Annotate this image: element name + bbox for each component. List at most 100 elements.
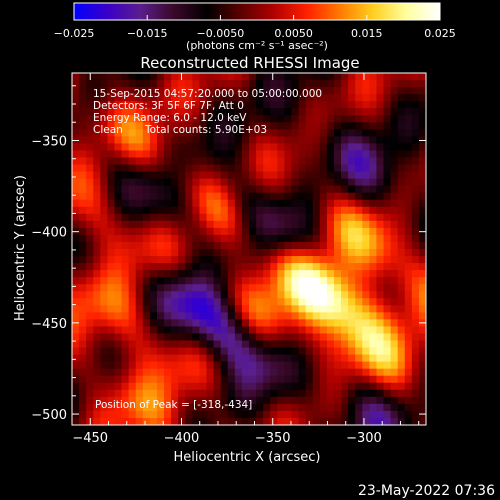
heatmap-cell — [369, 340, 378, 349]
heatmap-cell — [86, 101, 94, 109]
heatmap-cell — [199, 122, 208, 130]
heatmap-cell — [171, 354, 179, 363]
heatmap-cell — [270, 73, 278, 81]
heatmap-cell — [397, 178, 406, 187]
heatmap-cell — [93, 157, 101, 166]
heatmap-cell — [312, 361, 321, 370]
heatmap-cell — [199, 227, 208, 236]
heatmap-cell — [284, 417, 293, 425]
heatmap-cell — [256, 305, 264, 313]
heatmap-cell — [149, 270, 158, 278]
heatmap-cell — [284, 101, 293, 109]
heatmap-cell — [369, 129, 378, 137]
heatmap-cell — [256, 312, 264, 320]
heatmap-cell — [178, 375, 186, 384]
heatmap-cell — [114, 256, 123, 264]
heatmap-cell — [220, 340, 229, 349]
heatmap-cell — [383, 256, 392, 264]
heatmap-cell — [164, 396, 172, 405]
heatmap-cell — [121, 368, 130, 377]
heatmap-cell — [135, 199, 144, 208]
heatmap-cell — [397, 192, 406, 201]
heatmap-cell — [291, 403, 300, 412]
heatmap-cell — [376, 263, 385, 271]
heatmap-cell — [149, 192, 158, 201]
heatmap-cell — [256, 256, 264, 264]
heatmap-cell — [178, 234, 186, 243]
heatmap-cell — [404, 256, 413, 264]
heatmap-cell — [270, 256, 278, 264]
heatmap-cell — [199, 354, 208, 363]
heatmap-cell — [86, 305, 94, 313]
heatmap-cell — [362, 298, 370, 306]
heatmap-cell — [333, 249, 342, 257]
heatmap-cell — [192, 171, 201, 180]
heatmap-cell — [149, 396, 158, 405]
heatmap-cell — [185, 164, 193, 173]
x-tick-label: −450 — [72, 431, 108, 446]
heatmap-cell — [305, 284, 314, 292]
heatmap-cell — [256, 326, 264, 335]
heatmap-cell — [220, 396, 229, 405]
heatmap-cell — [383, 94, 392, 102]
heatmap-cell — [199, 206, 208, 215]
heatmap-cell — [411, 263, 420, 271]
heatmap-cell — [171, 94, 179, 102]
heatmap-cell — [383, 389, 392, 398]
heatmap-cell — [341, 164, 349, 173]
heatmap-cell — [277, 157, 285, 166]
heatmap-cell — [383, 178, 392, 187]
heatmap-cell — [199, 368, 208, 377]
heatmap-cell — [227, 284, 236, 292]
heatmap-cell — [362, 417, 370, 425]
heatmap-cell — [312, 312, 321, 320]
heatmap-cell — [383, 115, 392, 123]
heatmap-cell — [397, 164, 406, 173]
heatmap-cell — [72, 185, 80, 194]
heatmap-cell — [142, 108, 151, 116]
heatmap-cell — [213, 171, 222, 180]
heatmap-cell — [326, 403, 335, 412]
heatmap-cell — [291, 284, 300, 292]
heatmap-cell — [241, 270, 250, 278]
heatmap-cell — [376, 347, 385, 356]
heatmap-cell — [206, 312, 215, 320]
heatmap-cell — [156, 361, 165, 370]
heatmap-cell — [100, 122, 108, 130]
heatmap-cell — [241, 171, 250, 180]
heatmap-cell — [362, 354, 370, 363]
heatmap-cell — [178, 340, 186, 349]
heatmap-cell — [312, 150, 321, 159]
heatmap-cell — [326, 417, 335, 425]
heatmap-cell — [128, 256, 137, 264]
heatmap-cell — [270, 178, 278, 187]
heatmap-cell — [164, 234, 172, 243]
heatmap-cell — [284, 340, 293, 349]
heatmap-cell — [383, 382, 392, 391]
heatmap-cell — [312, 227, 321, 236]
heatmap-cell — [355, 298, 363, 306]
heatmap-cell — [404, 94, 413, 102]
heatmap-cell — [79, 129, 87, 137]
heatmap-cell — [284, 410, 293, 419]
heatmap-cell — [305, 185, 314, 194]
heatmap-cell — [107, 382, 116, 391]
heatmap-cell — [100, 340, 108, 349]
heatmap-cell — [220, 389, 229, 398]
heatmap-cell — [93, 312, 101, 320]
heatmap-cell — [114, 178, 123, 187]
heatmap-cell — [390, 80, 399, 88]
heatmap-cell — [72, 312, 80, 320]
heatmap-cell — [355, 234, 363, 243]
heatmap-cell — [199, 199, 208, 208]
heatmap-cell — [277, 305, 285, 313]
heatmap-cell — [227, 206, 236, 215]
heatmap-cell — [397, 249, 406, 257]
heatmap-cell — [100, 375, 108, 384]
heatmap-cell — [249, 291, 257, 299]
heatmap-cell — [312, 326, 321, 335]
heatmap-cell — [369, 136, 378, 144]
heatmap-cell — [178, 389, 186, 398]
heatmap-cell — [390, 206, 399, 215]
heatmap-cell — [362, 234, 370, 243]
